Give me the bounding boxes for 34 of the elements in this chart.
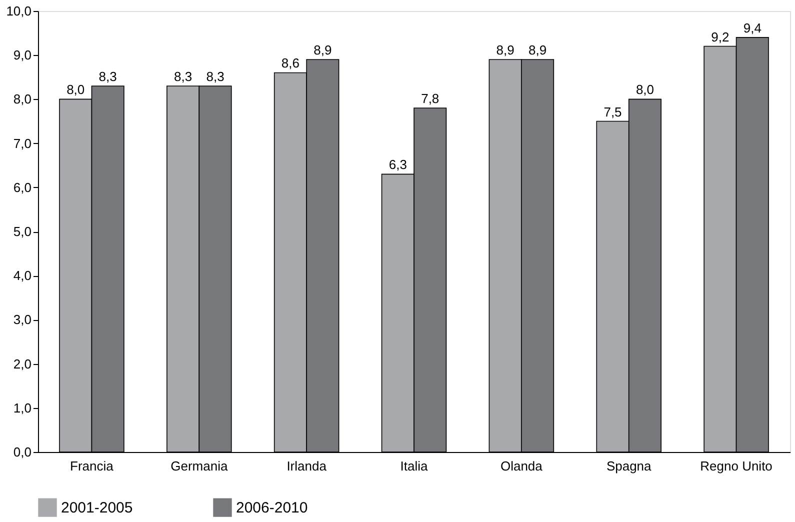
- x-tick-label: Olanda: [500, 458, 544, 474]
- y-tick-label: 6,0: [13, 180, 32, 195]
- legend-label: 2001-2005: [61, 500, 133, 517]
- data-label: 9,2: [711, 29, 730, 44]
- y-tick-label: 4,0: [13, 268, 32, 284]
- y-tick-label: 3,0: [13, 312, 32, 328]
- data-label: 9,4: [743, 20, 762, 36]
- data-label: 8,3: [206, 68, 224, 84]
- x-tick-label: Irlanda: [286, 458, 328, 474]
- data-label: 8,3: [174, 68, 192, 84]
- y-tick-label: 1,0: [13, 400, 32, 416]
- data-label: 8,9: [496, 42, 514, 58]
- y-tick-label: 2,0: [13, 356, 32, 372]
- data-label: 8,0: [636, 82, 654, 98]
- x-tick-label: Regno Unito: [700, 458, 772, 474]
- data-label: 8,6: [281, 56, 300, 71]
- y-tick-label: 10,0: [6, 4, 32, 18]
- y-tick-label: 9,0: [13, 48, 32, 63]
- data-label: 8,3: [98, 68, 117, 84]
- x-tick-label: Germania: [170, 458, 228, 474]
- data-label: 8,9: [528, 42, 547, 58]
- data-label: 6,3: [388, 157, 407, 172]
- x-tick-label: Italia: [400, 458, 428, 474]
- data-label: 7,8: [421, 91, 440, 106]
- y-tick-label: 5,0: [13, 224, 32, 239]
- x-tick-label: Spagna: [606, 458, 652, 474]
- data-label: 8,9: [314, 42, 332, 58]
- y-tick-label: 0,0: [13, 444, 32, 460]
- y-tick-label: 8,0: [13, 92, 32, 107]
- y-tick-label: 7,0: [13, 136, 32, 151]
- data-label: 8,0: [66, 82, 85, 98]
- x-tick-label: Francia: [70, 458, 114, 474]
- legend-label: 2006-2010: [236, 500, 308, 517]
- data-label: 7,5: [604, 104, 622, 120]
